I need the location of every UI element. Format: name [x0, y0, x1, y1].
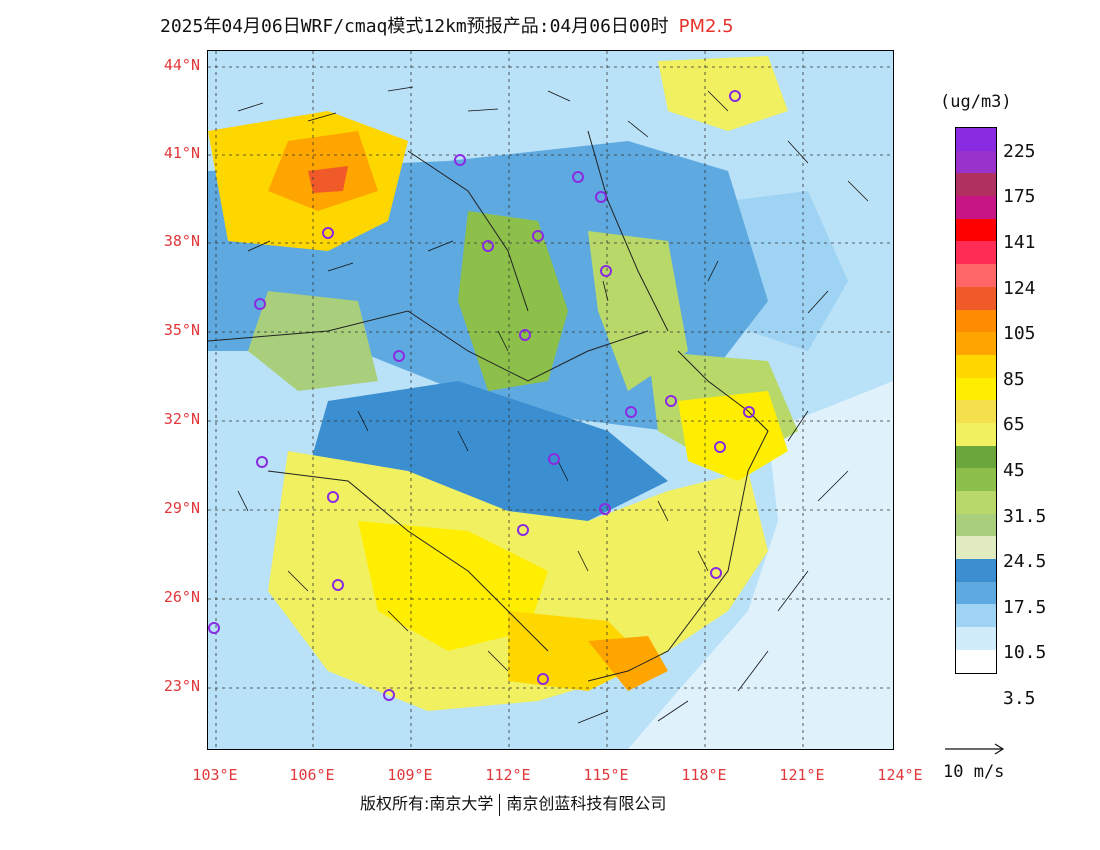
lat-label-29: 29°N	[163, 499, 200, 517]
lon-label-124: 124°E	[877, 766, 923, 784]
legend-unit: (ug/m3)	[940, 92, 1012, 112]
lon-label-103: 103°E	[192, 766, 238, 784]
colorbar-segment	[956, 491, 996, 514]
colorbar-segment	[956, 286, 996, 310]
wind-vectors	[237, 86, 869, 724]
colorbar-segment	[956, 649, 996, 673]
legend-level-31-5: 31.5	[1003, 506, 1047, 527]
colorbar-segment	[956, 581, 996, 605]
wind-reference-label: 10 m/s	[943, 762, 1005, 782]
legend-level-175: 175	[1003, 186, 1036, 207]
footer-credits: 版权所有:南京大学 南京创蓝科技有限公司	[360, 790, 666, 816]
colorbar-segment	[956, 377, 996, 401]
chart-title: 2025年04月06日WRF/cmaq模式12km预报产品:04月06日00时 P…	[160, 12, 734, 38]
colorbar-segment	[956, 150, 996, 174]
colorbar-segment	[956, 559, 996, 582]
legend-level-24-5: 24.5	[1003, 551, 1047, 572]
lat-label-35: 35°N	[163, 321, 200, 339]
colorbar-segment	[956, 309, 996, 333]
legend-level-17-5: 17.5	[1003, 597, 1047, 618]
lat-label-23: 23°N	[163, 677, 200, 695]
colorbar-segment	[956, 128, 996, 151]
lat-label-26: 26°N	[163, 588, 200, 606]
lon-label-106: 106°E	[289, 766, 335, 784]
map-panel[interactable]	[207, 50, 894, 750]
legend-level-3-5: 3.5	[1003, 688, 1036, 709]
lon-label-118: 118°E	[681, 766, 727, 784]
colorbar-segment	[956, 173, 996, 197]
colorbar-segment	[956, 218, 996, 242]
lat-label-44: 44°N	[163, 56, 200, 74]
legend-level-85: 85	[1003, 369, 1025, 390]
lat-label-38: 38°N	[163, 232, 200, 250]
variable-name: PM2.5	[678, 16, 734, 37]
colorbar-segment	[956, 627, 996, 650]
colorbar-segment	[956, 468, 996, 491]
colorbar-segment	[956, 264, 996, 287]
lat-label-41: 41°N	[163, 144, 200, 162]
lat-label-32: 32°N	[163, 410, 200, 428]
legend-level-124: 124	[1003, 278, 1036, 299]
colorbar-segment	[956, 604, 996, 628]
lon-label-121: 121°E	[779, 766, 825, 784]
title-text: 2025年04月06日WRF/cmaq模式12km预报产品:04月06日00时	[160, 16, 669, 37]
colorbar-segment	[956, 536, 996, 560]
colorbar-segment	[956, 513, 996, 537]
colorbar-segment	[956, 354, 996, 378]
lon-label-115: 115°E	[583, 766, 629, 784]
sea-area	[628, 381, 893, 749]
legend-level-105: 105	[1003, 323, 1036, 344]
footer-divider	[499, 793, 501, 816]
colorbar-segment	[956, 196, 996, 219]
pm25-field	[208, 51, 893, 749]
colorbar	[955, 127, 997, 674]
legend-level-10-5: 10.5	[1003, 642, 1047, 663]
copyright-text: 版权所有:南京大学	[360, 794, 494, 813]
company-text: 南京创蓝科技有限公司	[506, 794, 667, 813]
boundaries	[208, 130, 769, 682]
lon-label-112: 112°E	[485, 766, 531, 784]
colorbar-segment	[956, 400, 996, 423]
colorbar-segment	[956, 445, 996, 469]
legend-level-65: 65	[1003, 414, 1025, 435]
colorbar-segment	[956, 332, 996, 355]
city-markers	[208, 90, 755, 701]
legend-level-141: 141	[1003, 232, 1036, 253]
legend-level-45: 45	[1003, 460, 1025, 481]
colorbar-segment	[956, 422, 996, 446]
lon-label-109: 109°E	[387, 766, 433, 784]
legend-level-225: 225	[1003, 141, 1036, 162]
colorbar-segment	[956, 241, 996, 265]
wind-reference-arrow	[945, 743, 1005, 755]
